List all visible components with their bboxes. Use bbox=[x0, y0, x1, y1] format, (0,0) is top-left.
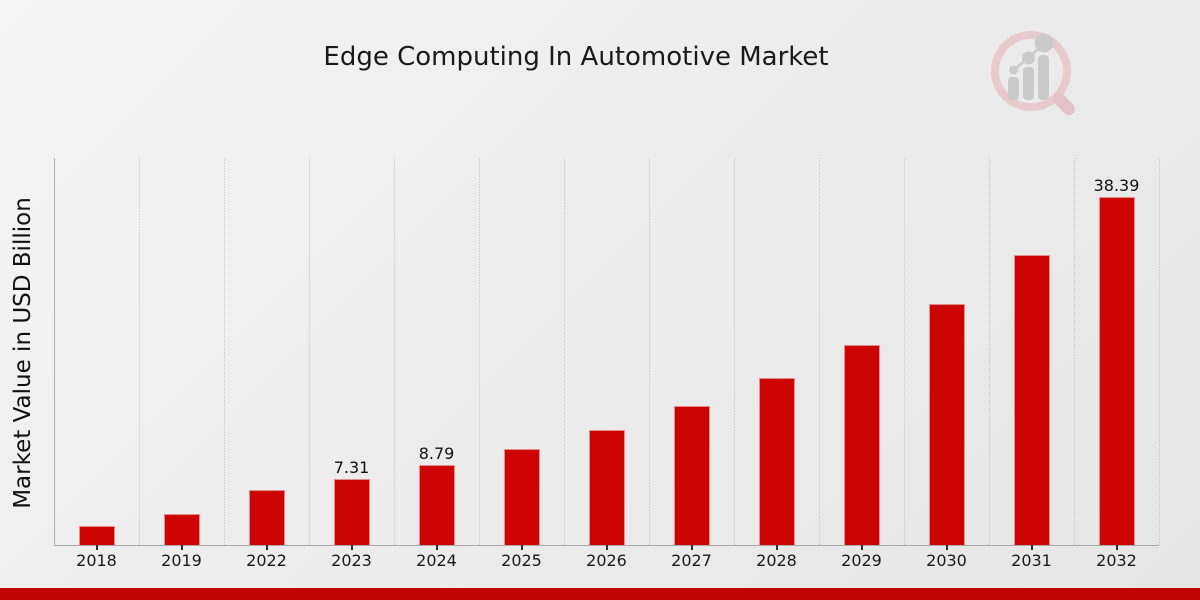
x-tick bbox=[265, 545, 268, 550]
x-tick-label-2019: 2019 bbox=[161, 551, 202, 570]
bar-2019 bbox=[163, 514, 200, 545]
bar-2023 bbox=[333, 479, 370, 545]
gridline bbox=[564, 158, 565, 545]
logo-magnifier-ring-icon bbox=[991, 31, 1071, 111]
x-tick bbox=[520, 545, 523, 550]
market-research-future-logo bbox=[991, 31, 1075, 115]
logo-bar-large-icon bbox=[1038, 55, 1049, 100]
x-tick-label-2018: 2018 bbox=[76, 551, 117, 570]
x-tick bbox=[1030, 545, 1033, 550]
bar-2022 bbox=[248, 490, 285, 545]
logo-bar-small-icon bbox=[1008, 77, 1019, 100]
gridline bbox=[479, 158, 480, 545]
x-tick bbox=[775, 545, 778, 550]
bar-2028 bbox=[758, 378, 795, 545]
gridline bbox=[1074, 158, 1075, 545]
logo-bar-medium-icon bbox=[1023, 67, 1034, 100]
bar-value-label-2023: 7.31 bbox=[333, 458, 370, 477]
bar-2031 bbox=[1013, 255, 1050, 545]
gridline bbox=[394, 158, 395, 545]
gridline bbox=[139, 158, 140, 545]
x-tick bbox=[435, 545, 438, 550]
x-tick-label-2023: 2023 bbox=[331, 551, 372, 570]
gridline bbox=[1159, 158, 1160, 545]
x-tick bbox=[1115, 545, 1118, 550]
x-tick-label-2029: 2029 bbox=[841, 551, 882, 570]
bar-value-label-2032: 38.39 bbox=[1093, 176, 1140, 195]
y-axis-line bbox=[54, 158, 55, 545]
x-tick-label-2031: 2031 bbox=[1011, 551, 1052, 570]
bar-2026 bbox=[588, 430, 625, 545]
gridline bbox=[649, 158, 650, 545]
gridline bbox=[224, 158, 225, 545]
x-tick bbox=[605, 545, 608, 550]
y-axis-label: Market Value in USD Billion bbox=[10, 197, 36, 509]
x-tick-label-2027: 2027 bbox=[671, 551, 712, 570]
logo-magnifier-handle-icon bbox=[1053, 93, 1075, 115]
bar-2029 bbox=[843, 345, 880, 545]
x-tick-label-2024: 2024 bbox=[416, 551, 457, 570]
x-tick-label-2028: 2028 bbox=[756, 551, 797, 570]
gridline bbox=[819, 158, 820, 545]
gridline bbox=[904, 158, 905, 545]
plot-area: 2018 2019 2022 7.31 2023 8.79 2024 2025 2026 2027… bbox=[54, 158, 1160, 570]
bar-value-label-2024: 8.79 bbox=[418, 444, 455, 463]
x-tick bbox=[180, 545, 183, 550]
bar-2024 bbox=[418, 465, 455, 545]
logo-trend-dot2-icon bbox=[1022, 51, 1035, 65]
x-tick-label-2025: 2025 bbox=[501, 551, 542, 570]
x-tick-label-2026: 2026 bbox=[586, 551, 627, 570]
x-tick bbox=[945, 545, 948, 550]
logo-trend-dot3-icon bbox=[1034, 33, 1054, 53]
gridline bbox=[734, 158, 735, 545]
x-tick-label-2030: 2030 bbox=[926, 551, 967, 570]
bar-2025 bbox=[503, 449, 540, 545]
gridline bbox=[989, 158, 990, 545]
bar-2032 bbox=[1098, 197, 1135, 545]
bar-2030 bbox=[928, 304, 965, 545]
bar-2018 bbox=[78, 526, 115, 545]
x-tick-label-2022: 2022 bbox=[246, 551, 287, 570]
chart-title: Edge Computing In Automotive Market bbox=[323, 42, 829, 72]
x-tick bbox=[350, 545, 353, 550]
x-tick bbox=[860, 545, 863, 550]
gridline bbox=[309, 158, 310, 545]
x-tick-label-2032: 2032 bbox=[1096, 551, 1137, 570]
x-tick bbox=[95, 545, 98, 550]
x-tick bbox=[690, 545, 693, 550]
footer-accent-bar bbox=[0, 588, 1200, 600]
logo-trend-dot1-icon bbox=[1009, 65, 1018, 75]
bar-2027 bbox=[673, 406, 710, 545]
